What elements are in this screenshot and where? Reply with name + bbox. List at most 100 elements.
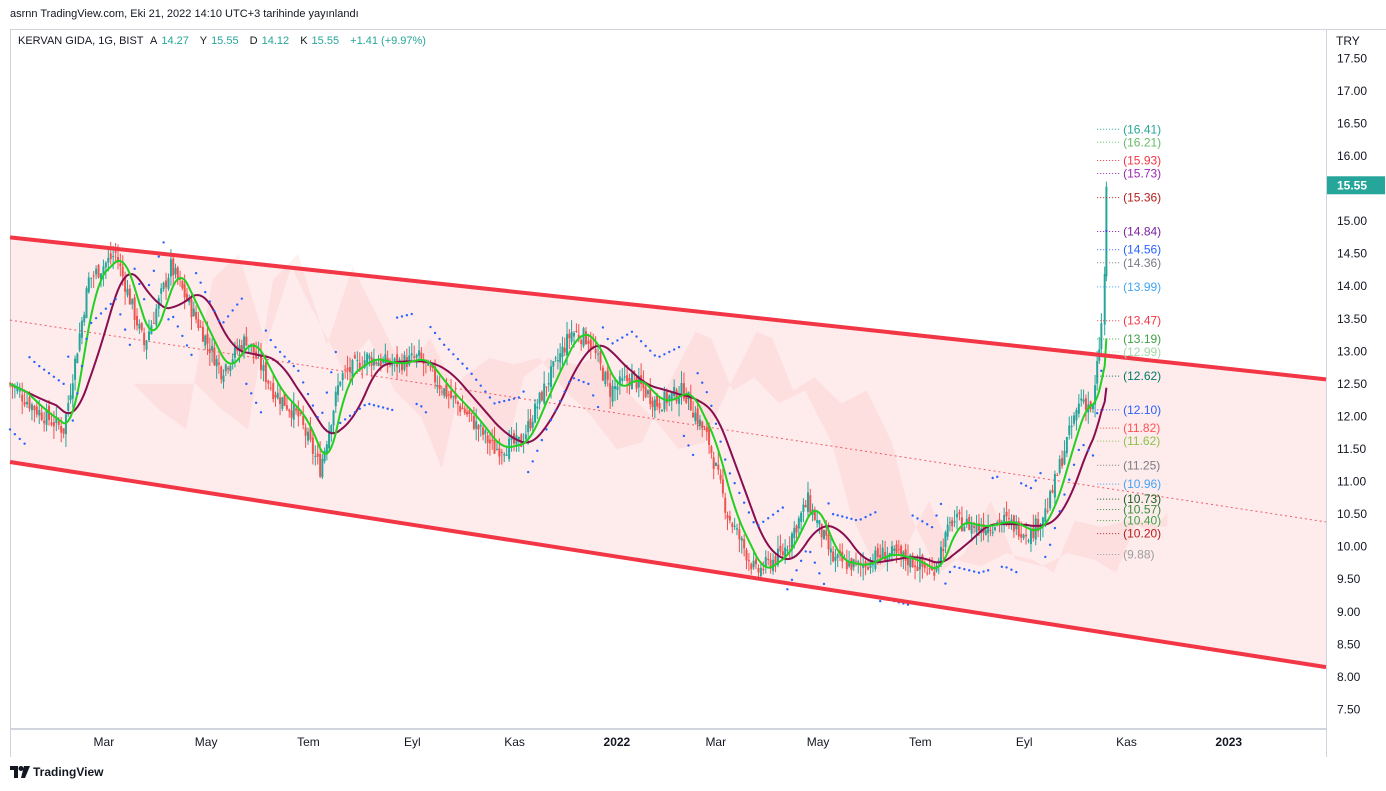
psar-dot: [493, 402, 496, 405]
candle-body: [845, 561, 848, 570]
candle-body: [1010, 519, 1013, 523]
psar-dot: [447, 348, 450, 351]
candle-body: [262, 364, 265, 372]
candle-body: [238, 345, 241, 352]
psar-dot: [334, 350, 337, 354]
candle-body: [998, 519, 1001, 525]
slow-ma-line: [9, 273, 1108, 564]
candle-body: [445, 383, 448, 397]
level-label: (10.20): [1123, 527, 1161, 541]
candle-body: [682, 383, 685, 399]
candle-body: [665, 392, 668, 404]
candle-body: [822, 530, 825, 540]
psar-dot: [368, 402, 371, 406]
candle-body: [463, 408, 466, 414]
price-scale[interactable]: [1326, 29, 1386, 757]
candle-body: [987, 525, 990, 534]
symbol-title[interactable]: KERVAN GIDA, 1G, BIST: [18, 35, 144, 47]
candle-body: [272, 383, 275, 400]
price-tick-label: 17.00: [1337, 84, 1367, 98]
psar-dot: [23, 442, 26, 445]
psar-dot: [90, 321, 93, 325]
candle-body: [165, 280, 168, 288]
candle-body: [314, 455, 317, 457]
psar-dot: [33, 360, 36, 364]
candle-body: [488, 439, 491, 444]
candle-body: [500, 451, 503, 453]
candle-body: [524, 434, 527, 440]
psar-dot: [714, 422, 718, 425]
psar-dot: [1068, 478, 1071, 481]
candle-body: [738, 529, 741, 540]
candle-body: [391, 364, 394, 366]
psar-dot: [677, 345, 681, 349]
psar-dot: [386, 407, 389, 410]
psar-dot: [1044, 555, 1047, 559]
psar-dot: [719, 440, 722, 443]
candle-body: [341, 373, 344, 381]
candle-body: [57, 421, 60, 425]
time-tick-label: Kas: [504, 735, 525, 749]
level-label: (15.73): [1123, 167, 1161, 181]
candle-body: [384, 354, 387, 364]
candle-body: [710, 446, 713, 453]
publish-info: asrnn TradingView.com, Eki 21, 2022 14:1…: [10, 8, 359, 20]
psar-dot: [433, 331, 437, 335]
candle-body: [160, 288, 163, 294]
currency-label[interactable]: TRY: [1336, 34, 1360, 48]
psar-dot: [925, 523, 929, 526]
psar-dot: [827, 502, 830, 505]
candle-body: [85, 288, 88, 319]
psar-dot: [658, 355, 661, 358]
psar-dot: [479, 384, 482, 387]
psar-dot: [545, 428, 548, 431]
candle-body: [413, 356, 416, 358]
psar-dot: [577, 378, 580, 382]
psar-dot: [222, 321, 225, 324]
candle-body: [67, 403, 70, 411]
psar-dot: [911, 514, 914, 517]
psar-dot: [639, 340, 643, 343]
candle-body: [916, 566, 919, 571]
candle-body: [534, 403, 537, 423]
candle-body: [708, 427, 711, 445]
candle-body: [349, 367, 352, 373]
psar-dot: [587, 382, 590, 386]
cloud-fill: [71, 253, 1168, 573]
psar-dot: [259, 411, 263, 414]
candle-body: [594, 348, 597, 354]
candle-body: [609, 383, 612, 397]
psar-dot: [1034, 479, 1037, 482]
tradingview-brand[interactable]: TradingView: [10, 765, 103, 779]
channel-upper-line: [9, 235, 1327, 382]
candle-body: [874, 550, 877, 569]
candle-body: [95, 268, 98, 275]
psar-dot: [71, 419, 74, 422]
candle-body: [377, 362, 380, 367]
chart-pane[interactable]: [10, 29, 1326, 729]
time-scale[interactable]: [10, 729, 1326, 757]
candle-body: [958, 511, 961, 515]
candle-body: [279, 397, 282, 404]
psar-dot: [343, 418, 347, 421]
psar-dot: [554, 409, 557, 412]
candle-body: [1070, 426, 1073, 428]
candle-body: [372, 358, 375, 366]
psar-dot: [795, 569, 798, 572]
candle-body: [1003, 515, 1006, 523]
candle-body: [325, 444, 328, 454]
candle-body: [914, 565, 917, 568]
psar-dot: [672, 348, 676, 351]
psar-dot: [395, 316, 399, 319]
close-label: K: [300, 35, 308, 47]
psar-dot: [742, 501, 746, 504]
candle-body: [410, 353, 413, 356]
psar-dot: [353, 411, 357, 414]
candle-body: [926, 572, 929, 574]
psar-dot: [728, 472, 732, 475]
candle-body: [323, 450, 326, 462]
candle-body: [918, 558, 921, 570]
level-label: (14.84): [1123, 225, 1161, 239]
candle-body: [418, 350, 421, 356]
candle-body: [167, 277, 170, 289]
